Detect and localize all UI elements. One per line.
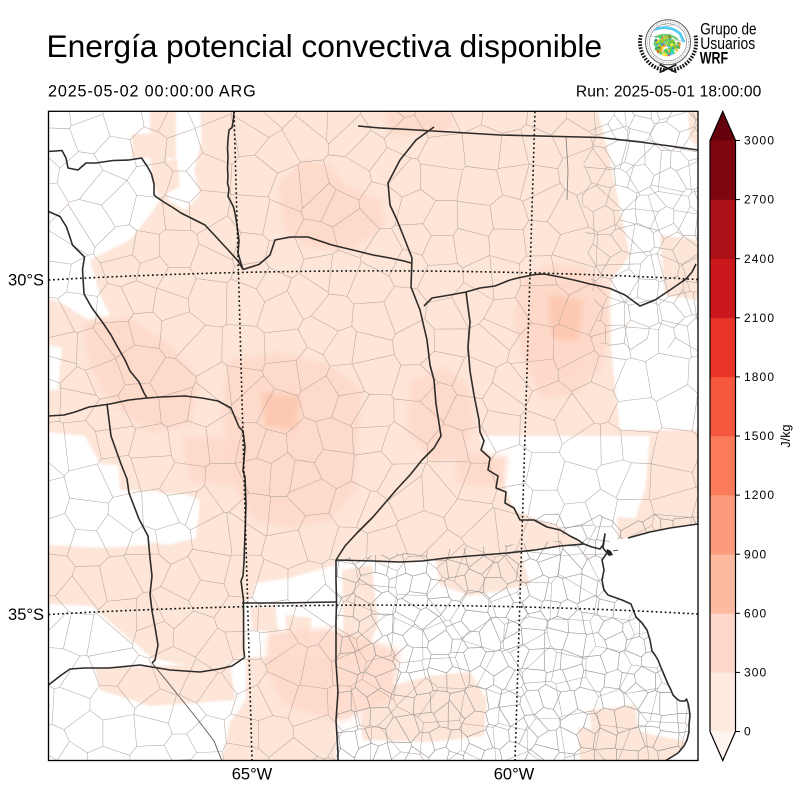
svg-text:Usuarios: Usuarios bbox=[700, 34, 755, 53]
svg-text:35°S: 35°S bbox=[8, 606, 44, 624]
svg-text:900: 900 bbox=[744, 547, 767, 561]
svg-text:WRF: WRF bbox=[700, 49, 728, 68]
svg-text:2700: 2700 bbox=[744, 193, 775, 207]
svg-text:2100: 2100 bbox=[744, 311, 775, 325]
svg-text:300: 300 bbox=[744, 666, 767, 680]
svg-text:0: 0 bbox=[744, 725, 752, 739]
svg-text:600: 600 bbox=[744, 606, 767, 620]
svg-text:1500: 1500 bbox=[744, 429, 775, 443]
svg-text:60°W: 60°W bbox=[494, 766, 535, 784]
svg-text:3000: 3000 bbox=[744, 134, 775, 148]
svg-text:2400: 2400 bbox=[744, 252, 775, 266]
svg-text:Energía potencial convectiva d: Energía potencial convectiva disponible bbox=[47, 28, 602, 64]
svg-text:1200: 1200 bbox=[744, 488, 775, 502]
svg-text:65°W: 65°W bbox=[232, 766, 273, 784]
svg-text:30°S: 30°S bbox=[8, 272, 44, 290]
svg-text:Grupo de: Grupo de bbox=[700, 19, 756, 38]
svg-text:Run: 2025-05-01 18:00:00: Run: 2025-05-01 18:00:00 bbox=[576, 84, 762, 101]
svg-text:1800: 1800 bbox=[744, 370, 775, 384]
svg-text:2025-05-02 00:00:00 ARG: 2025-05-02 00:00:00 ARG bbox=[48, 83, 257, 101]
svg-text:J/kg: J/kg bbox=[779, 424, 793, 447]
